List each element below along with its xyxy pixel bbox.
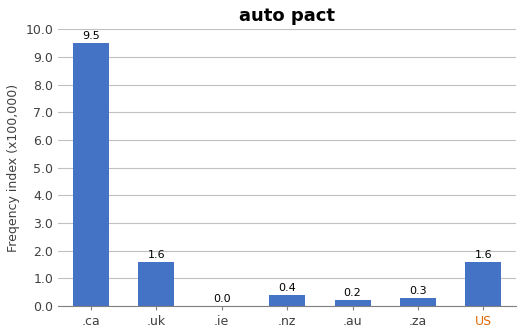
Text: 1.6: 1.6 (147, 250, 165, 260)
Bar (335, 300, 370, 306)
Bar (400, 298, 436, 306)
Bar (139, 262, 174, 306)
Text: 9.5: 9.5 (82, 31, 100, 41)
Text: 0.4: 0.4 (278, 283, 296, 293)
Text: 0.2: 0.2 (344, 288, 361, 298)
Y-axis label: Freqency index (x100,000): Freqency index (x100,000) (7, 84, 20, 252)
Text: 0.0: 0.0 (213, 294, 231, 304)
Bar (73, 43, 109, 306)
Text: 0.3: 0.3 (409, 285, 427, 295)
Text: 1.6: 1.6 (474, 250, 492, 260)
Bar (269, 295, 305, 306)
Title: auto pact: auto pact (239, 7, 335, 25)
Bar (465, 262, 502, 306)
